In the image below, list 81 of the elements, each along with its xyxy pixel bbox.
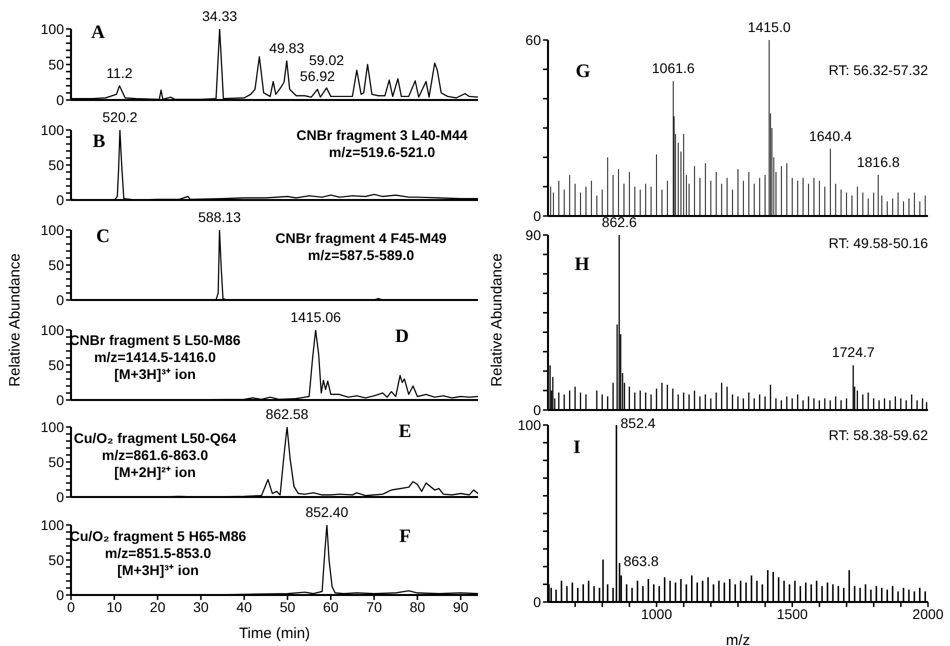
y-axis-title: Relative Abundance [6, 253, 24, 387]
annotation: Cu/O₂ fragment L50-Q64 [74, 430, 236, 447]
y-tick-label: 0 [533, 402, 542, 418]
x-tick-label: 70 [366, 598, 382, 615]
y-tick-label: 100 [40, 516, 64, 533]
y-tick-label: 100 [40, 322, 64, 338]
annotation: m/z=519.6-521.0 [328, 144, 436, 161]
x-tick-label: 60 [323, 598, 339, 615]
annotation: 56.92 [298, 68, 336, 84]
x-tick-label: 20 [150, 598, 166, 615]
y-tick-label: 100 [40, 222, 64, 238]
annotation: 11.2 [105, 64, 134, 81]
annotation: m/z=587.5-589.0 [306, 247, 416, 264]
y-tick-label: 50 [48, 552, 64, 568]
annotation: 863.8 [624, 553, 660, 570]
y-tick-label: 50 [48, 256, 64, 273]
y-tick-label: 50 [48, 454, 64, 470]
x-tick-label: 80 [410, 598, 426, 615]
annotation: 852.4 [620, 415, 657, 431]
y-tick-label: 0 [56, 488, 64, 505]
annotation: 1816.8 [856, 154, 901, 170]
chart-title: C [96, 226, 110, 248]
text: I [573, 437, 581, 459]
x-tick-label: 2000 [912, 606, 944, 622]
chart-title: A [91, 22, 105, 44]
annotation: 1415.0 [746, 19, 792, 35]
annotation: m/z=1414.5-1416.0 [93, 349, 217, 366]
text: H [574, 254, 590, 276]
y-tick-label: 100 [518, 416, 542, 433]
annotation: 852.40 [304, 504, 350, 520]
x-tick-label: 30 [193, 598, 209, 615]
x-tick-label: 90 [452, 598, 469, 615]
x-axis-title: m/z [726, 632, 750, 646]
y-tick-label: 50 [48, 56, 64, 72]
annotation: 49.83 [268, 40, 306, 56]
annotation: CNBr fragment 4 F45-M49 [275, 230, 447, 247]
annotation: 862.6 [600, 214, 638, 230]
annotation: RT: 58.38-59.62 [828, 427, 928, 444]
x-axis-title: Time (min) [238, 625, 310, 642]
y-tick-label: 100 [40, 418, 64, 435]
y-tick-label: 50 [48, 356, 64, 373]
annotation: 588.13 [197, 209, 242, 225]
annotation: 1061.6 [650, 60, 696, 76]
y-tick-label: 0 [56, 92, 64, 108]
chart-title: B [92, 131, 106, 153]
y-tick-label: 0 [56, 586, 64, 603]
x-tick-label: 0 [67, 598, 76, 615]
chart-title: F [399, 526, 411, 548]
annotation: 1724.7 [830, 344, 876, 360]
annotation: CNBr fragment 3 L40-M44 [296, 127, 468, 144]
text: G [576, 61, 590, 83]
y-tick-label: 60 [525, 32, 542, 48]
y-tick-label: 100 [40, 20, 64, 37]
annotation: 1415.06 [289, 309, 342, 325]
chart-title: E [398, 421, 412, 443]
annotation: 34.33 [201, 8, 238, 24]
y-tick-label: 0 [56, 392, 64, 408]
annotation: 59.02 [308, 52, 346, 68]
y-tick-label: 90 [525, 226, 542, 243]
x-tick-label: 1500 [776, 606, 808, 622]
y-axis-title: Relative Abundance [488, 253, 506, 387]
annotation: [M+2H]²⁺ ion [113, 464, 197, 481]
y-tick-label: 0 [533, 208, 542, 224]
annotation: m/z=851.5-853.0 [104, 545, 212, 562]
x-tick-label: 50 [280, 598, 296, 615]
annotation: RT: 56.32-57.32 [828, 62, 928, 79]
x-tick-label: 1000 [640, 606, 672, 622]
y-tick-label: 50 [48, 156, 64, 173]
annotation: [M+3H]³⁺ ion [116, 562, 200, 579]
annotation: [M+3H]³⁺ ion [113, 366, 197, 383]
annotation: 520.2 [101, 109, 138, 125]
y-tick-label: 0 [56, 292, 64, 308]
y-tick-label: 100 [40, 122, 64, 138]
annotation: 862.58 [264, 406, 310, 422]
annotation: m/z=861.6-863.0 [100, 447, 210, 464]
chart-title: D [395, 326, 409, 348]
annotation: 1640.4 [808, 128, 853, 144]
x-tick-label: 10 [106, 598, 122, 615]
x-tick-label: 40 [236, 598, 252, 615]
annotation: RT: 49.58-50.16 [828, 235, 928, 252]
y-tick-label: 0 [56, 192, 64, 208]
